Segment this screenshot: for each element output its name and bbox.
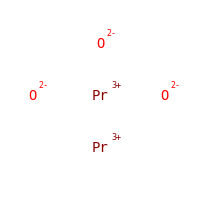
Text: 2-: 2- bbox=[38, 81, 48, 90]
Text: O: O bbox=[28, 89, 36, 103]
Text: O: O bbox=[160, 89, 168, 103]
Text: 2-: 2- bbox=[106, 29, 116, 38]
Text: O: O bbox=[96, 37, 104, 51]
Text: Pr: Pr bbox=[92, 89, 108, 103]
Text: 3+: 3+ bbox=[111, 133, 121, 142]
Text: 2-: 2- bbox=[170, 81, 180, 90]
Text: Pr: Pr bbox=[92, 141, 108, 155]
Text: 3+: 3+ bbox=[111, 81, 121, 90]
